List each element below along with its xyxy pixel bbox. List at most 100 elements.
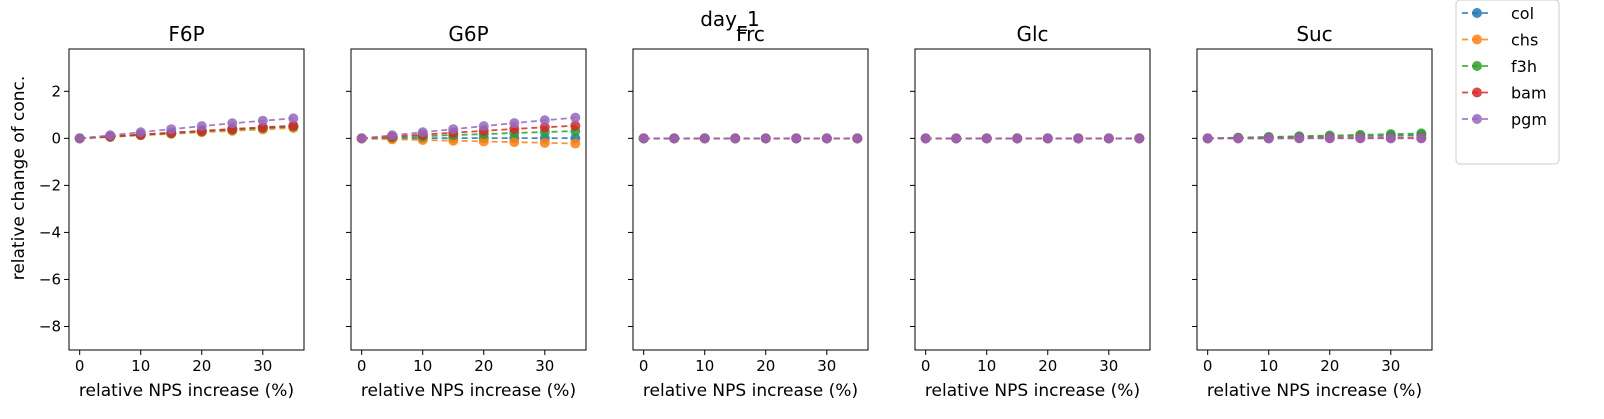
subplot-title: F6P <box>168 22 204 46</box>
legend-entry-bam: bam <box>1462 84 1547 103</box>
data-point-pgm <box>570 112 581 123</box>
data-point-chs <box>539 137 550 148</box>
data-point-pgm <box>730 133 741 144</box>
x-tick-label: 20 <box>192 357 211 375</box>
figure-suptitle: day_1 <box>700 7 760 31</box>
data-point-pgm <box>852 133 863 144</box>
data-point-pgm <box>257 115 268 126</box>
x-tick-label: 20 <box>474 357 493 375</box>
x-tick-label: 0 <box>921 357 931 375</box>
data-point-pgm <box>1042 133 1053 144</box>
data-point-pgm <box>1202 133 1213 144</box>
x-axis-label: relative NPS increase (%) <box>643 381 858 401</box>
data-point-pgm <box>1073 133 1084 144</box>
x-tick-label: 30 <box>535 357 554 375</box>
subplot-title: Glc <box>1016 22 1048 46</box>
data-point-pgm <box>1355 133 1366 144</box>
legend-label: col <box>1511 4 1534 23</box>
data-point-pgm <box>791 133 802 144</box>
data-point-pgm <box>288 113 299 124</box>
x-tick-label: 20 <box>1038 357 1057 375</box>
data-point-pgm <box>1294 133 1305 144</box>
data-point-pgm <box>74 133 85 144</box>
legend-marker <box>1472 114 1482 124</box>
data-point-chs <box>478 136 489 147</box>
subplot-frc: Frc 0 10 20 30 relative NPS increase (%) <box>628 22 869 401</box>
x-tick-label: 0 <box>639 357 649 375</box>
x-tick-label: 0 <box>1203 357 1213 375</box>
legend-marker <box>1472 8 1482 18</box>
legend-label: f3h <box>1511 57 1537 76</box>
x-axis-label: relative NPS increase (%) <box>925 381 1140 401</box>
axes-frame <box>1196 48 1433 351</box>
data-point-pgm <box>1012 133 1023 144</box>
y-tick-label: −8 <box>39 317 61 335</box>
subplot-title: G6P <box>448 22 488 46</box>
legend-entry-col: col <box>1462 4 1534 23</box>
legend-entry-chs: chs <box>1462 31 1538 50</box>
series-line-bam <box>79 124 294 140</box>
axes-frame <box>350 48 587 351</box>
legend-marker <box>1472 61 1482 71</box>
x-tick-label: 10 <box>131 357 150 375</box>
data-point-pgm <box>760 133 771 144</box>
legend-label: bam <box>1511 84 1547 103</box>
data-point-pgm <box>539 115 550 126</box>
data-point-pgm <box>699 133 710 144</box>
x-tick-label: 30 <box>253 357 272 375</box>
y-axis-label: relative change of conc. <box>9 76 29 281</box>
data-point-pgm <box>1324 133 1335 144</box>
data-point-pgm <box>1233 133 1244 144</box>
data-point-pgm <box>478 121 489 132</box>
series-line-chs <box>361 137 576 145</box>
data-point-pgm <box>387 130 398 141</box>
data-point-chs <box>509 137 520 148</box>
series-line-bam <box>361 124 576 140</box>
x-tick-label: 10 <box>1259 357 1278 375</box>
x-tick-label: 0 <box>75 357 85 375</box>
series-line-pgm <box>361 116 576 140</box>
data-point-pgm <box>951 133 962 144</box>
y-tick-label: −6 <box>39 270 61 288</box>
legend-entry-f3h: f3h <box>1462 57 1537 76</box>
x-tick-label: 0 <box>357 357 367 375</box>
subplot-title: Suc <box>1296 22 1332 46</box>
legend-entry-pgm: pgm <box>1462 110 1547 129</box>
subplot-g6p: G6P 0 10 20 30 relative NPS increase (%) <box>346 22 587 401</box>
data-point-pgm <box>981 133 992 144</box>
data-point-pgm <box>1263 133 1274 144</box>
legend: col chs f3h bam pgm <box>1455 0 1560 165</box>
legend-marker <box>1472 87 1482 98</box>
subplot-title: Frc <box>736 22 765 46</box>
x-tick-label: 10 <box>977 357 996 375</box>
subplot-suc: Suc 0 10 20 30 relative NPS increase (%) <box>1192 22 1433 401</box>
series-line-pgm <box>79 117 294 140</box>
data-point-pgm <box>135 127 146 138</box>
x-tick-label: 30 <box>817 357 836 375</box>
x-axis-label: relative NPS increase (%) <box>1207 381 1422 401</box>
data-point-pgm <box>638 133 649 144</box>
y-tick-label: 0 <box>51 129 61 147</box>
axes-frame <box>914 48 1151 351</box>
y-tick-label: −4 <box>39 223 61 241</box>
y-tick-label: 2 <box>51 82 61 100</box>
data-point-pgm <box>448 124 459 135</box>
x-axis-label: relative NPS increase (%) <box>361 381 576 401</box>
data-point-pgm <box>356 133 367 144</box>
data-point-pgm <box>1385 133 1396 144</box>
axes-frame <box>632 48 869 351</box>
data-point-chs <box>570 138 581 149</box>
data-point-pgm <box>105 130 116 141</box>
data-point-pgm <box>166 124 177 135</box>
data-point-pgm <box>821 133 832 144</box>
data-point-pgm <box>417 127 428 138</box>
data-point-pgm <box>196 121 207 132</box>
x-tick-label: 30 <box>1099 357 1118 375</box>
data-point-pgm <box>227 118 238 129</box>
data-point-bam <box>288 120 299 131</box>
data-point-pgm <box>669 133 680 144</box>
subplot-glc: Glc 0 10 20 30 relative NPS increase (%) <box>910 22 1151 401</box>
data-point-bam <box>570 120 581 131</box>
